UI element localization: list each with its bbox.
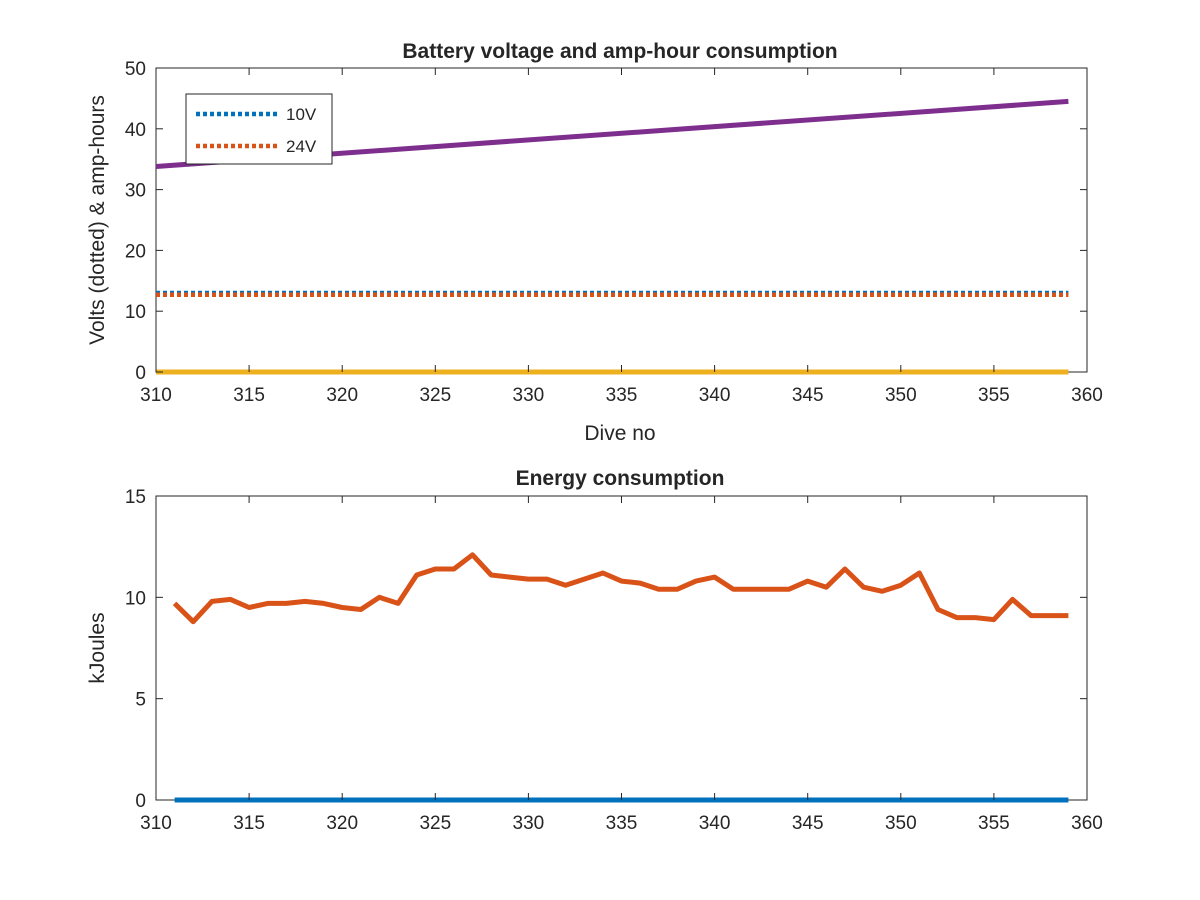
voltage-chart-ylabel: Volts (dotted) & amp-hours: [86, 95, 109, 345]
voltage-chart-ytick-label: 40: [125, 120, 146, 141]
voltage-chart-legend: 10V 24V: [185, 93, 333, 165]
voltage-chart-xlabel: Dive no: [584, 422, 655, 445]
voltage-chart-xtick-label: 315: [233, 385, 265, 406]
voltage-chart-xtick-label: 325: [419, 385, 451, 406]
energy-chart-xtick-label: 335: [606, 813, 638, 834]
voltage-chart-xtick-label: 330: [513, 385, 545, 406]
energy-chart-ytick-label: 0: [135, 791, 146, 812]
voltage-chart-ytick-label: 30: [125, 181, 146, 202]
energy-chart-xtick-label: 310: [140, 813, 172, 834]
energy-chart-xtick-label: 320: [326, 813, 358, 834]
energy-chart-series-1-line: [172, 552, 1069, 625]
energy-chart-xtick-label: 315: [233, 813, 265, 834]
voltage-chart-xtick-label: 350: [885, 385, 917, 406]
voltage-chart-ytick-label: 0: [135, 363, 146, 384]
energy-chart-ytick-label: 10: [125, 588, 146, 609]
voltage-chart-ytick-label: 50: [125, 59, 146, 80]
voltage-chart-xtick-label: 320: [326, 385, 358, 406]
voltage-chart-xtick-label: 335: [606, 385, 638, 406]
voltage-chart-ytick-label: 10: [125, 302, 146, 323]
voltage-chart-xtick-label: 345: [792, 385, 824, 406]
voltage-chart-xtick-label: 360: [1071, 385, 1103, 406]
energy-chart-title: Energy consumption: [516, 467, 725, 490]
energy-chart-xtick-label: 345: [792, 813, 824, 834]
energy-chart-ytick-label: 5: [135, 690, 146, 711]
voltage-chart-xtick-label: 355: [978, 385, 1010, 406]
energy-chart-xtick-label: 330: [513, 813, 545, 834]
voltage-chart-xtick-label: 340: [699, 385, 731, 406]
energy-chart-xtick-label: 360: [1071, 813, 1103, 834]
energy-chart-ylabel: kJoules: [86, 612, 109, 683]
energy-chart-ytick-label: 15: [125, 487, 146, 508]
energy-chart-xtick-label: 350: [885, 813, 917, 834]
energy-chart-xtick-label: 355: [978, 813, 1010, 834]
energy-chart: Energy consumption kJoules 310 315 320 325 3…: [86, 467, 1103, 834]
energy-chart-ticks: 310 315 320 325 330 335 340 345 350 355 360 0 5 10 15: [125, 487, 1103, 834]
voltage-chart-legend-label: 10V: [286, 105, 317, 124]
voltage-chart-legend-label: 24V: [286, 137, 317, 156]
voltage-chart-xtick-label: 310: [140, 385, 172, 406]
voltage-chart: Battery voltage and amp-hour consumption…: [86, 40, 1103, 445]
voltage-chart-title: Battery voltage and amp-hour consumption: [402, 40, 837, 63]
voltage-chart-ticks: 310 315 320 325 330 335 340 345 350 355 360 0 10 20 30…: [125, 59, 1103, 406]
voltage-chart-axes-box: [155, 67, 1088, 373]
voltage-chart-ytick-label: 20: [125, 241, 146, 262]
energy-chart-xtick-label: 340: [699, 813, 731, 834]
energy-chart-axes-box: [155, 495, 1088, 801]
energy-chart-xtick-label: 325: [419, 813, 451, 834]
voltage-chart-legend-box: [185, 93, 333, 165]
